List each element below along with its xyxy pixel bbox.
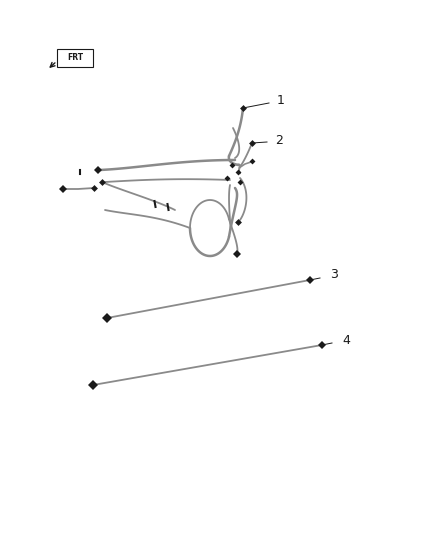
Text: 2: 2 — [275, 133, 283, 147]
Text: 3: 3 — [330, 269, 338, 281]
FancyBboxPatch shape — [57, 49, 93, 67]
Text: 1: 1 — [277, 94, 285, 108]
Text: FRT: FRT — [67, 53, 83, 62]
Text: 4: 4 — [342, 334, 350, 346]
